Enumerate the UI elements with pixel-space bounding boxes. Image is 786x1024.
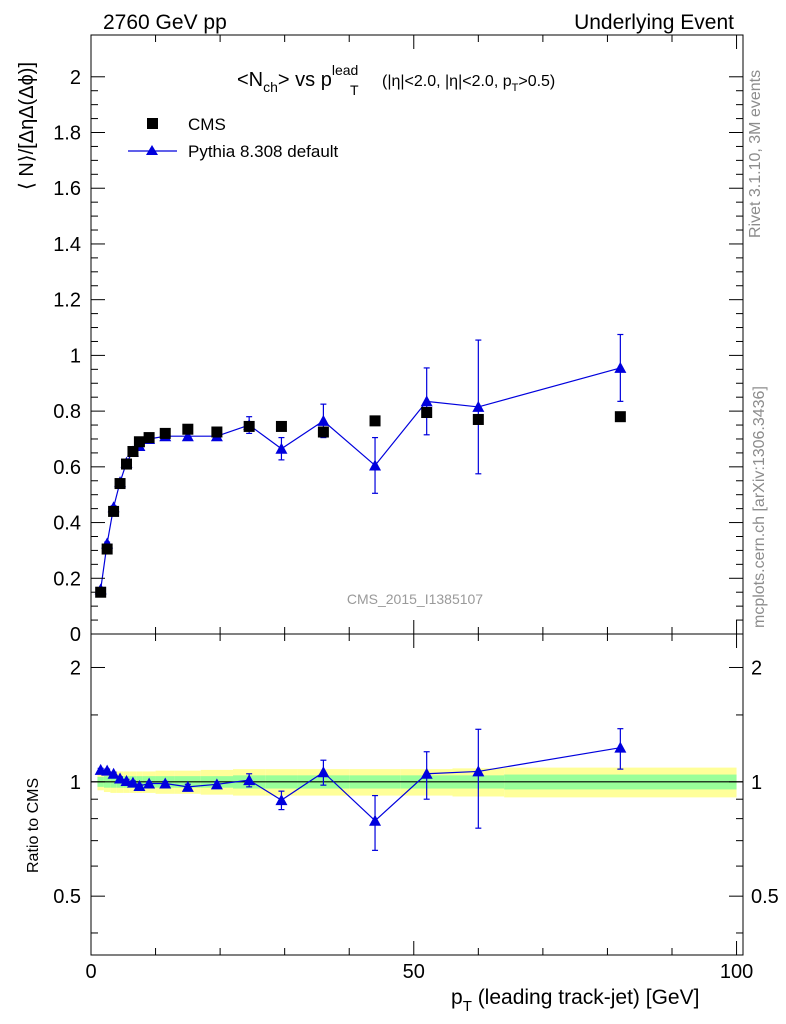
main-ytick-label: 2 <box>70 67 81 89</box>
cms-point <box>133 436 145 448</box>
ratio-ytick-label-left: 0.5 <box>53 886 81 908</box>
ratio-pythia-point <box>126 776 139 788</box>
title-cuts: (|η|<2.0, |η|<2.0, pT>0.5) <box>382 73 555 94</box>
ratio-pythia-point <box>317 766 330 778</box>
main-ytick-label: 1.2 <box>53 290 81 312</box>
main-pythia-point <box>181 430 194 442</box>
ratio-ytick-label-right: 1 <box>751 772 762 794</box>
legend-mc-label: Pythia 8.308 default <box>188 142 339 161</box>
legend-cms-marker <box>147 118 158 129</box>
cms-point <box>101 543 113 555</box>
ratio-pythia-point <box>133 779 146 791</box>
main-pythia-point <box>420 395 433 407</box>
title-n: <N <box>237 69 263 91</box>
cms-point <box>95 586 107 598</box>
cms-point <box>369 415 381 427</box>
ratio-pythia-point <box>107 767 120 779</box>
xtick-label: 50 <box>403 961 425 983</box>
cms-point <box>317 426 329 438</box>
cms-point <box>472 413 484 425</box>
xlabel-sub: T <box>463 998 472 1015</box>
title-lead-sup: lead <box>332 62 358 78</box>
title-n-sub: ch <box>263 79 278 95</box>
main-ytick-label: 0.2 <box>53 568 81 590</box>
bottom-ylabel: Ratio to CMS <box>25 778 42 873</box>
header-left: 2760 GeV pp <box>103 11 227 34</box>
plot-title: <Nch> vs plead <box>237 62 358 95</box>
ratio-pythia-point <box>143 777 156 789</box>
cms-point <box>143 432 155 444</box>
legend-mc-marker <box>146 145 158 155</box>
cms-point <box>614 411 626 423</box>
main-ytick-label: 1.4 <box>53 234 81 256</box>
main-ytick-label: 0.4 <box>53 513 81 535</box>
cms-point <box>159 427 171 439</box>
main-ytick-label: 0.8 <box>53 401 81 423</box>
cms-point <box>114 478 126 490</box>
rivet-label: Rivet 3.1.10, 3M events <box>747 70 764 238</box>
ratio-ytick-label-right: 2 <box>751 657 762 679</box>
ratio-pythia-point <box>181 780 194 792</box>
main-pythia-point <box>614 361 627 373</box>
top-ylabel: ⟨ N⟩/[ΔηΔ(Δϕ)] <box>16 62 38 190</box>
ratio-pythia-point <box>159 777 172 789</box>
main-pythia-line <box>100 367 621 590</box>
legend-cms-label: CMS <box>188 115 226 134</box>
main-ytick-label: 0 <box>70 624 81 646</box>
ratio-ytick-label-right: 0.5 <box>751 886 779 908</box>
cms-series <box>95 407 626 598</box>
ratio-pythia-point <box>369 814 382 826</box>
ratio-pythia-point <box>114 772 127 784</box>
ratio-ytick-label-left: 1 <box>70 772 81 794</box>
cms-point <box>108 505 120 517</box>
axes-ticks: 0 0.2 0.4 0.6 0.8 1 1.2 1.4 1.6 1.8 2 0 50 100 0.5 0.5 1… <box>53 35 779 983</box>
cms-point <box>211 426 223 438</box>
title-cuts-end: >0.5) <box>518 73 555 90</box>
main-pythia-point <box>369 459 382 471</box>
main-pythia-point <box>317 414 330 426</box>
main-ytick-label: 1.6 <box>53 178 81 200</box>
ratio-pythia-point <box>243 774 256 786</box>
ratio-panel-frame <box>90 633 744 956</box>
xtick-label: 100 <box>720 961 753 983</box>
main-ytick-label: 1.8 <box>53 123 81 145</box>
main-ytick-label: 0.6 <box>53 457 81 479</box>
xlabel-post: (leading track-jet) [GeV] <box>472 986 700 1009</box>
title-cuts-text: (|η|<2.0, |η|<2.0, p <box>382 73 512 90</box>
mcplots-label: mcplots.cern.ch [arXiv:1306.3436] <box>751 386 768 628</box>
cms-point <box>275 420 287 432</box>
watermark: CMS_2015_I1385107 <box>347 591 483 607</box>
cms-point <box>421 407 433 419</box>
ratio-pythia-point <box>472 765 485 777</box>
ratio-pythia-point <box>210 778 223 790</box>
xtick-label: 0 <box>85 961 96 983</box>
header-right: Underlying Event <box>574 11 734 34</box>
title-vs: > vs p <box>278 69 332 91</box>
xlabel-p: p <box>451 986 463 1009</box>
title-pt-sub: T <box>350 82 359 98</box>
ratio-pythia-point <box>275 794 288 806</box>
cms-point <box>121 458 133 470</box>
cms-point <box>182 423 194 435</box>
main-pythia-point <box>275 442 288 454</box>
ratio-pythia-point <box>101 764 114 776</box>
x-axis-label: pT (leading track-jet) [GeV] <box>451 986 699 1015</box>
ratio-ytick-label-left: 2 <box>70 657 81 679</box>
cms-point <box>127 446 139 458</box>
cms-point <box>243 420 255 432</box>
title-cuts-pt-sub: T <box>512 82 519 94</box>
ratio-pythia-point <box>420 767 433 779</box>
main-pythia-point <box>472 400 485 412</box>
main-ytick-label: 1 <box>70 345 81 367</box>
ratio-pythia-point <box>614 741 627 753</box>
